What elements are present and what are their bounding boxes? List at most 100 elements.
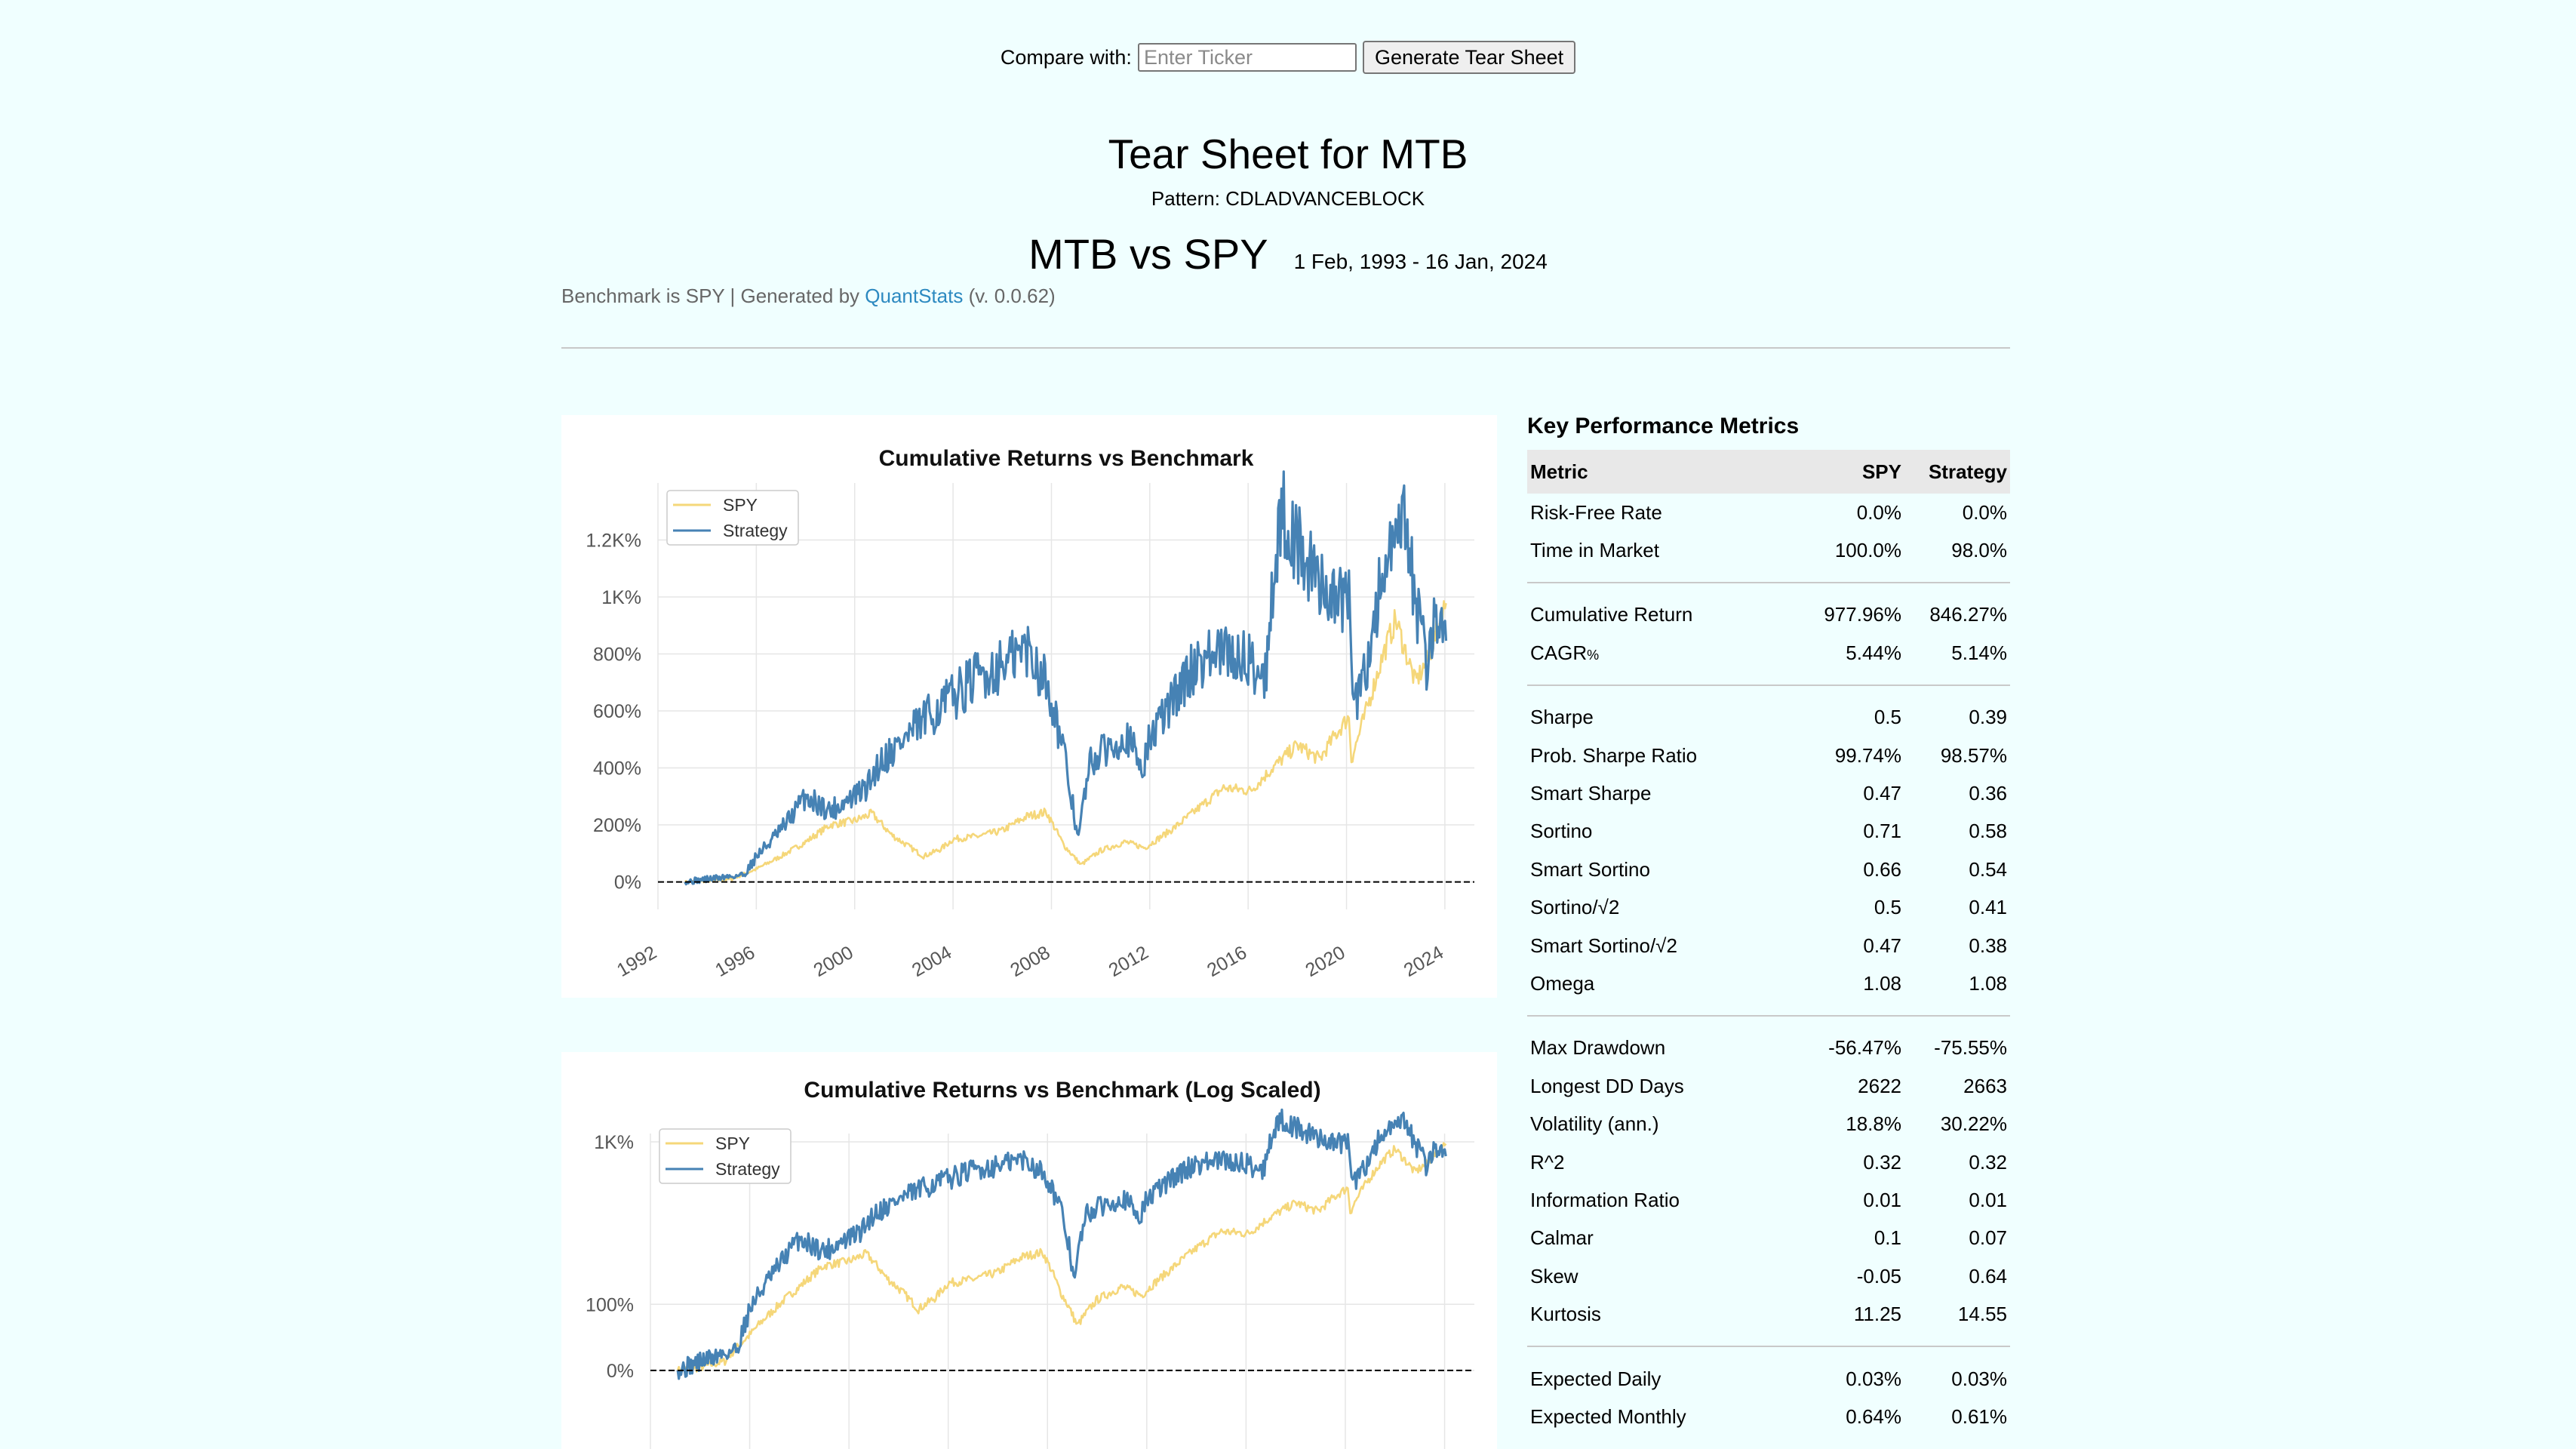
x-tick-label: 2004 [908,942,955,981]
metrics-row: Max Drawdown -56.47% -75.55% [1527,1029,2010,1067]
ticker-input[interactable] [1137,43,1357,72]
strategy-value: 98.57% [1940,743,2007,767]
strategy-value: 0.54 [1969,857,2007,881]
spy-value: 18.8% [1846,1112,1901,1136]
metric-name: Skew [1530,1264,1578,1287]
compare-bar: Compare with: Generate Tear Sheet [0,39,2576,75]
metric-name: Time in Market [1530,539,1659,562]
metric-header: Metric [1530,460,1588,483]
strategy-value: 0.38 [1969,934,2007,957]
metric-name: Kurtosis [1530,1303,1601,1326]
metric-name: Sortino/√2 [1530,896,1620,919]
strategy-value: 0.07 [1969,1226,2007,1250]
metrics-header-row: Metric SPY Strategy [1527,450,2010,494]
y-tick-label: 0% [614,872,641,894]
cumulative-returns-chart: Cumulative Returns vs Benchmark 0% 200% 400… [561,415,1497,998]
metric-name: Risk-Free Rate [1530,500,1662,524]
x-tick-label: 1996 [712,942,758,981]
metrics-row: Smart Sortino 0.66 0.54 [1527,851,2010,888]
metrics-row: Sortino 0.71 0.58 [1527,813,2010,851]
x-tick-label: 2020 [1302,942,1348,981]
metrics-separator [1527,1003,2010,1029]
strategy-series-line [676,1108,1447,1380]
cumulative-returns-log-chart: Cumulative Returns vs Benchmark (Log Sca… [561,1052,1497,1449]
spy-value: 977.96% [1824,603,1901,626]
spy-value: 0.66 [1863,857,1901,881]
y-tick-label: 200% [593,815,641,836]
metric-name: Cumulative Return [1530,603,1693,626]
strategy-value: 0.03% [1951,1367,2007,1390]
spy-value: 0.47 [1863,782,1901,805]
metrics-row: Kurtosis 11.25 14.55 [1527,1295,2010,1333]
generate-tear-sheet-button[interactable]: Generate Tear Sheet [1362,41,1576,74]
x-tick-label: 2008 [1007,942,1053,981]
cagr-suffix: % [1587,647,1600,663]
spy-value: -0.05 [1856,1264,1901,1287]
y-tick-label: 0% [607,1361,634,1382]
metric-name: Information Ratio [1530,1188,1680,1211]
strategy-value: 0.0% [1962,500,2007,524]
strategy-value: 30.22% [1940,1112,2007,1136]
strategy-value: 0.36 [1969,782,2007,805]
metrics-row: Sortino/√2 0.5 0.41 [1527,889,2010,927]
metric-name: Prob. Sharpe Ratio [1530,743,1698,767]
metrics-row: R^2 0.32 0.32 [1527,1143,2010,1181]
y-tick-label: 100% [586,1294,634,1315]
spy-value: 5.44% [1846,641,1901,664]
y-tick-label: 800% [593,645,641,666]
spy-series-line [684,600,1447,884]
strategy-value: 0.41 [1969,896,2007,919]
metric-name: Smart Sortino [1530,857,1650,881]
metrics-row: Smart Sortino/√2 0.47 0.38 [1527,927,2010,964]
version-text: (v. 0.0.62) [963,285,1056,307]
metrics-row: Expected Daily 0.03% 0.03% [1527,1360,2010,1398]
spy-value: 0.01 [1863,1188,1901,1211]
chart-title: Cumulative Returns vs Benchmark (Log Sca… [804,1078,1320,1103]
metrics-row: Cumulative Return 977.96% 846.27% [1527,596,2010,634]
x-tick-label: 2016 [1203,942,1250,981]
strategy-series-line [684,470,1448,886]
legend-label: SPY [715,1134,750,1153]
spy-series-line [676,1142,1447,1374]
metrics-row: Expected Monthly 0.64% 0.61% [1527,1398,2010,1435]
metrics-row: Omega 1.08 1.08 [1527,964,2010,1002]
y-tick-label: 1.2K% [586,531,641,552]
metrics-row: Longest DD Days 2622 2663 [1527,1067,2010,1105]
metric-name: Sharpe [1530,706,1594,729]
strategy-value: 0.58 [1969,820,2007,843]
metric-name: Calmar [1530,1226,1594,1250]
metric-name: Expected Monthly [1530,1404,1686,1428]
date-range: 1 Feb, 1993 - 16 Jan, 2024 [1293,250,1548,273]
metrics-row: Time in Market 100.0% 98.0% [1527,531,2010,569]
spy-value: 0.5 [1874,896,1901,919]
quantstats-link[interactable]: QuantStats [865,285,964,307]
spy-value: 99.74% [1834,743,1901,767]
metrics-row: Information Ratio 0.01 0.01 [1527,1181,2010,1219]
legend-label: Strategy [715,1159,780,1179]
y-tick-label: 1K% [594,1132,634,1153]
benchmark-prefix: Benchmark is SPY | Generated by [561,285,865,307]
page-title: Tear Sheet for MTB [1108,131,1468,177]
metric-name: Max Drawdown [1530,1036,1666,1060]
legend-label: SPY [723,495,758,515]
metric-name: R^2 [1530,1150,1565,1174]
spy-value: 2622 [1858,1074,1901,1097]
metric-name: Expected Daily [1530,1367,1661,1390]
y-tick-label: 600% [593,701,641,722]
spy-value: 1.08 [1863,971,1901,995]
spy-value: 0.71 [1863,820,1901,843]
spy-value: 11.25 [1853,1303,1901,1326]
y-tick-label: 400% [593,758,641,780]
strategy-value: 0.61% [1951,1404,2007,1428]
spy-value: 0.0% [1856,500,1901,524]
metrics-row: Smart Sharpe 0.47 0.36 [1527,774,2010,812]
spy-value: 0.64% [1846,1404,1901,1428]
strategy-value: 846.27% [1929,603,2007,626]
spy-value: 100.0% [1834,539,1901,562]
strategy-value: 98.0% [1951,539,2007,562]
strategy-value: 14.55 [1957,1303,2007,1326]
strategy-value: 0.64 [1969,1264,2007,1287]
spy-value: 0.03% [1846,1367,1901,1390]
cumulative-returns-log-svg: Cumulative Returns vs Benchmark (Log Sca… [586,1078,1474,1449]
metrics-row: Skew -0.05 0.64 [1527,1257,2010,1295]
